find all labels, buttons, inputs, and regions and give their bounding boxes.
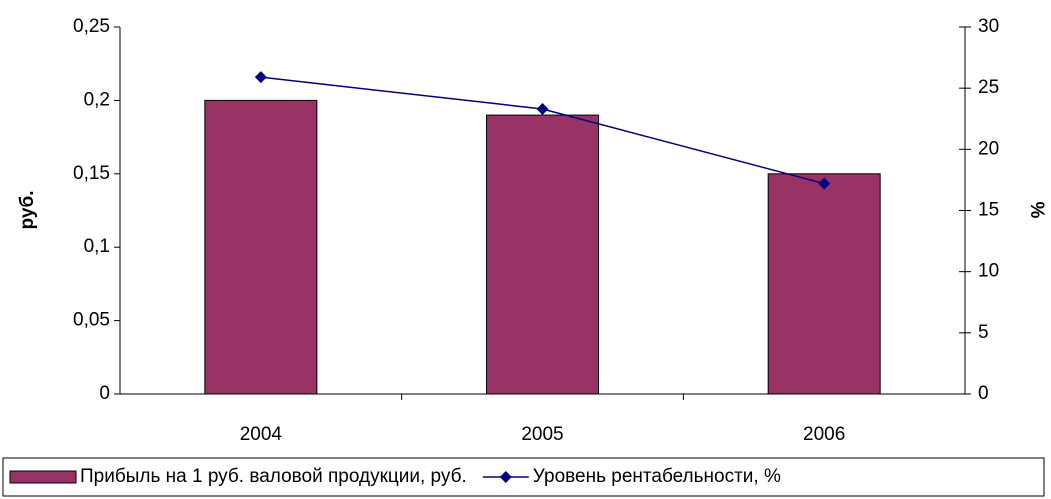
y2-tick-label: 0 — [978, 383, 989, 404]
y-tick-label: 0,15 — [73, 163, 110, 184]
y-tick-label: 0,25 — [73, 16, 110, 37]
y-axis-title: руб. — [17, 191, 38, 230]
bar — [204, 99, 318, 395]
y-tick-label: 0,1 — [84, 236, 110, 257]
legend-label: Уровень рентабельности, % — [533, 466, 781, 487]
x-tick-label: 2004 — [240, 424, 283, 445]
x-tick-label: 2006 — [803, 424, 845, 445]
legend-swatch — [9, 470, 77, 484]
legend-marker — [499, 471, 512, 483]
line-marker — [254, 71, 267, 84]
y2-tick-label: 20 — [978, 138, 999, 159]
bar — [767, 173, 881, 395]
y2-tick-label: 25 — [978, 77, 999, 98]
y2-axis-title: % — [1026, 202, 1047, 219]
y-tick-label: 0,2 — [84, 89, 110, 110]
y2-tick-label: 15 — [978, 200, 999, 221]
y-tick-label: 0 — [99, 383, 110, 404]
y2-tick-label: 5 — [978, 322, 989, 343]
bar — [486, 114, 599, 395]
y-tick-label: 0,05 — [73, 310, 110, 331]
line-marker — [536, 102, 549, 115]
y2-tick-label: 10 — [978, 261, 999, 282]
line-marker — [818, 177, 831, 190]
x-tick-label: 2005 — [521, 424, 563, 445]
legend-label: Прибыль на 1 руб. валовой продукции, руб… — [80, 466, 467, 487]
y2-tick-label: 30 — [978, 16, 999, 37]
